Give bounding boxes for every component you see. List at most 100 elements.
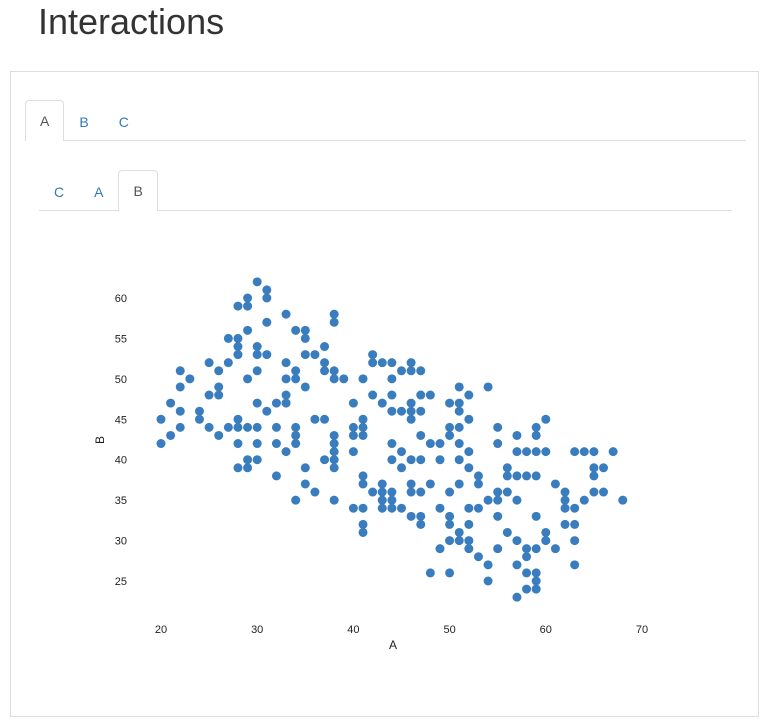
data-point (454, 479, 464, 489)
data-point (406, 398, 416, 408)
data-point (271, 398, 281, 408)
data-point (445, 422, 455, 432)
data-point (560, 495, 570, 505)
data-point (368, 358, 378, 368)
data-point (416, 511, 426, 521)
data-point (291, 374, 301, 384)
data-point (358, 479, 368, 489)
data-point (233, 414, 243, 424)
data-point (454, 398, 464, 408)
data-point (445, 511, 455, 521)
inner-tab-bar: C A B (39, 170, 732, 211)
data-point (291, 422, 301, 432)
data-point (300, 325, 310, 335)
data-point (435, 503, 445, 513)
data-point (541, 527, 551, 537)
data-point (175, 382, 185, 392)
data-point (291, 325, 301, 335)
data-point (522, 568, 532, 578)
data-point (252, 455, 262, 465)
data-point (435, 439, 445, 449)
data-point (397, 447, 406, 457)
data-point (281, 390, 291, 400)
inner-tab-c[interactable]: C (54, 184, 65, 200)
data-point (387, 503, 397, 513)
data-point (233, 422, 243, 432)
data-point (599, 487, 609, 497)
x-axis-ticks: 20 30 40 50 60 70 (155, 624, 648, 636)
data-point (291, 430, 301, 440)
tab-b[interactable]: B (79, 114, 89, 130)
data-point (300, 350, 310, 360)
data-point (599, 463, 609, 473)
data-point (291, 495, 301, 505)
data-point (348, 447, 358, 457)
y-tick-label: 55 (115, 333, 127, 345)
data-point (464, 447, 474, 457)
y-tick-label: 30 (115, 536, 127, 548)
tab-a[interactable]: A (25, 100, 65, 141)
inner-tab-b[interactable]: B (118, 170, 158, 211)
data-point (204, 358, 214, 368)
data-point (425, 568, 435, 578)
data-point (464, 463, 474, 473)
data-point (512, 447, 522, 457)
data-point (397, 366, 406, 376)
data-point (348, 422, 358, 432)
data-point (348, 503, 358, 513)
data-point (435, 455, 445, 465)
tab-c[interactable]: C (118, 114, 129, 130)
data-point (377, 503, 387, 513)
data-point (281, 398, 291, 408)
data-point (493, 495, 503, 505)
data-point (300, 333, 310, 343)
scatter-points (156, 277, 628, 602)
data-point (454, 422, 464, 432)
data-point (454, 536, 464, 546)
data-point (204, 390, 214, 400)
data-point (387, 406, 397, 416)
data-point (493, 544, 503, 554)
data-point (387, 487, 397, 497)
data-point (358, 519, 368, 529)
data-point (531, 544, 541, 554)
data-point (406, 487, 416, 497)
data-point (454, 527, 464, 537)
y-tick-label: 35 (115, 495, 127, 507)
data-point (329, 374, 339, 384)
data-point (406, 479, 416, 489)
data-point (271, 439, 281, 449)
data-point (502, 527, 512, 537)
data-point (300, 382, 310, 392)
data-point (377, 479, 387, 489)
data-point (243, 301, 253, 311)
data-point (464, 519, 474, 529)
data-point (310, 414, 320, 424)
data-point (329, 430, 339, 440)
data-point (368, 350, 378, 360)
data-point (300, 479, 310, 489)
data-point (445, 568, 455, 578)
tabset-panel: A B C C A B (10, 71, 759, 717)
data-point (464, 544, 474, 554)
data-point (531, 471, 541, 481)
data-point (262, 406, 272, 416)
inner-tab-a[interactable]: A (94, 184, 104, 200)
data-point (166, 398, 176, 408)
data-point (233, 301, 243, 311)
data-point (445, 430, 455, 440)
x-tick-label: 30 (251, 624, 263, 636)
data-point (435, 544, 445, 554)
data-point (175, 422, 185, 432)
data-point (252, 422, 262, 432)
data-point (406, 358, 416, 368)
data-point (464, 390, 474, 400)
data-point (416, 390, 426, 400)
data-point (320, 414, 330, 424)
data-point (387, 455, 397, 465)
data-point (589, 487, 599, 497)
data-point (550, 544, 560, 554)
data-point (358, 430, 368, 440)
data-point (473, 552, 483, 562)
page-title: Interactions (38, 1, 225, 42)
